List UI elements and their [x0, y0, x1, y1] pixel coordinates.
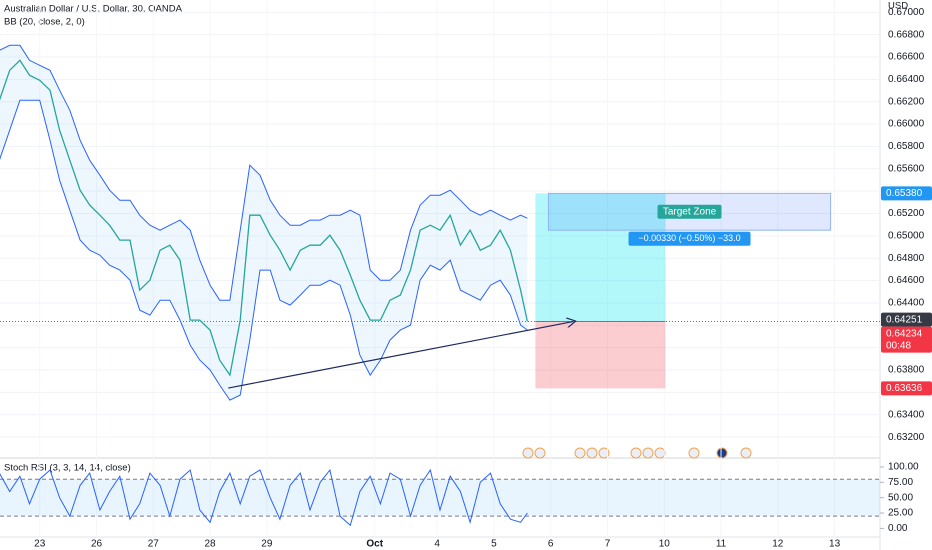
y-tick-label: 0.64400: [888, 298, 925, 309]
x-tick-label: 12: [772, 539, 784, 550]
loss-zone: [535, 321, 666, 389]
price-tag-label: 0.63636: [886, 383, 923, 394]
event-icon[interactable]: [574, 447, 586, 459]
price-tag: [881, 381, 932, 396]
countdown: 00:48: [886, 340, 911, 351]
event-icon[interactable]: [522, 447, 534, 459]
x-tick-label: 10: [659, 539, 671, 550]
y-tick-label: 0.63800: [888, 365, 925, 376]
x-tick-label: 11: [716, 539, 727, 550]
event-icon[interactable]: [688, 447, 700, 459]
position-label: −0.00330 (−0.50%) −33.0: [638, 233, 740, 243]
x-tick-label: Oct: [366, 539, 383, 550]
y-tick-label: 0.65000: [888, 231, 925, 242]
profit-zone: [535, 193, 666, 322]
price-tag: [881, 312, 932, 327]
y-tick-label: 0.66800: [888, 29, 925, 40]
y-tick-label: 25.00: [888, 508, 913, 519]
y-tick-label: 0.65800: [888, 141, 925, 152]
price-line: [0, 59, 529, 377]
event-icon[interactable]: [630, 447, 642, 459]
plot-layer: Target Zone −0.00330 (−0.50%) −33.0: [0, 11, 880, 438]
x-tick-label: 6: [548, 539, 554, 550]
y-tick-label: 0.66600: [888, 52, 925, 63]
price-tag-label: 0.64234: [886, 328, 923, 339]
event-icon[interactable]: [642, 447, 654, 459]
stoch-layer: [0, 466, 884, 529]
x-tick-label: 4: [434, 539, 440, 550]
y-tick-label: 0.00: [888, 523, 908, 534]
event-icon[interactable]: [598, 447, 610, 459]
y-tick-label: 0.64600: [888, 275, 925, 286]
x-tick-label: 5: [491, 539, 497, 550]
band-line: [0, 44, 528, 301]
y-tick-label: 0.66200: [888, 96, 925, 107]
y-tick-label: 0.65200: [888, 208, 925, 219]
trend-arrow: [228, 321, 575, 389]
stoch-title: Stoch RSI (3, 3, 14, 14, close): [4, 463, 131, 474]
y-tick-label: 0.64800: [888, 253, 925, 264]
price-tag: [881, 326, 932, 353]
price-tag-label: 0.65380: [886, 188, 923, 199]
y-tick-label: 0.63200: [888, 432, 925, 443]
axis-unit: USD: [888, 1, 908, 12]
y-tick-label: 100.00: [888, 462, 919, 473]
price-tag-label: 0.64251: [886, 314, 923, 325]
x-tick-label: 26: [91, 539, 103, 550]
y-tick-label: 0.67000: [888, 7, 925, 18]
y-tick-label: 0.65600: [888, 163, 925, 174]
x-tick-label: 7: [605, 539, 611, 550]
target-label: Target Zone: [663, 206, 717, 217]
stoch-line: [0, 468, 528, 527]
y-tick-label: 0.66400: [888, 74, 925, 85]
position-label-bg: [628, 231, 751, 246]
x-tick-label: 13: [829, 539, 841, 550]
y-tick-label: 75.00: [888, 477, 913, 488]
y-tick-label: 0.63400: [888, 409, 925, 420]
band-line: [0, 99, 528, 401]
y-tick-label: 0.66000: [888, 119, 925, 130]
event-icons[interactable]: [522, 447, 752, 459]
event-icon[interactable]: [716, 447, 728, 459]
event-icon[interactable]: [740, 447, 752, 459]
event-icon[interactable]: [534, 447, 546, 459]
x-tick-label: 23: [34, 539, 46, 550]
chart-title: Australian Dollar / U.S. Dollar, 30, OAN…: [4, 4, 183, 15]
event-icon[interactable]: [586, 447, 598, 459]
target-label-bg: [657, 204, 722, 219]
y-tick-label: 50.00: [888, 492, 913, 503]
x-tick-label: 29: [261, 539, 273, 550]
x-tick-label: 27: [148, 539, 160, 550]
x-tick-label: 28: [205, 539, 217, 550]
event-icon[interactable]: [654, 447, 666, 459]
price-tag: [881, 186, 932, 201]
indicator-title: BB (20, close, 2, 0): [4, 17, 85, 28]
